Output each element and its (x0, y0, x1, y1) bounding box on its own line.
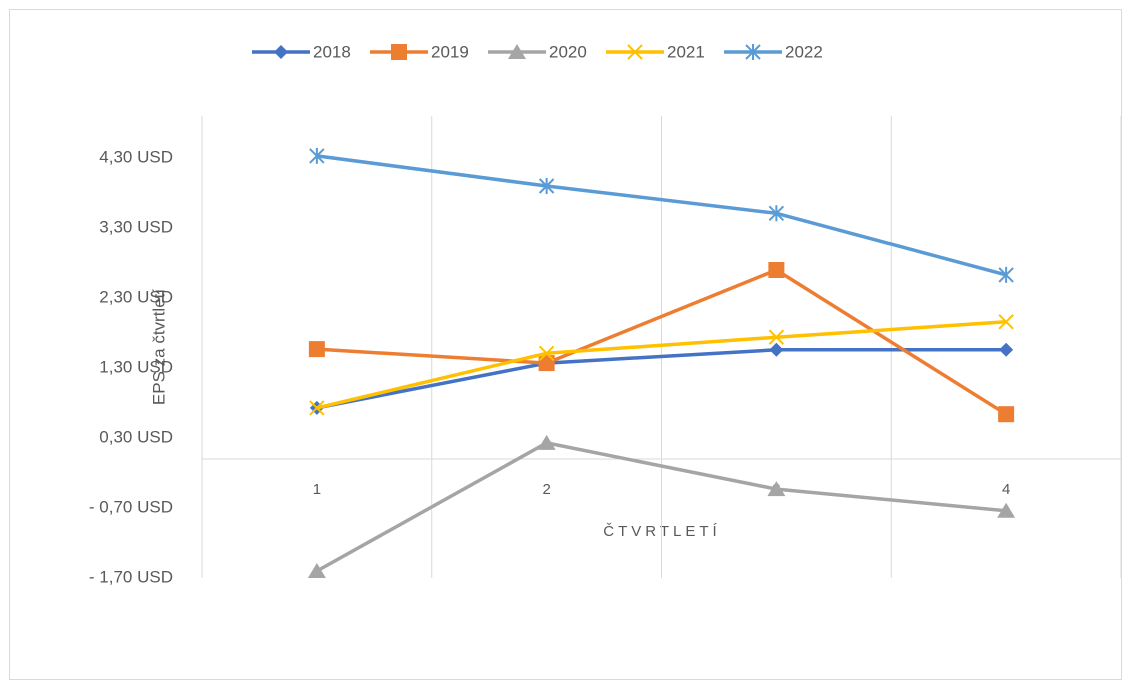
series-line (316, 441, 1007, 573)
legend-label: 2021 (667, 42, 705, 61)
marker (998, 406, 1015, 423)
x-tick-label: 2 (542, 481, 550, 498)
y-axis-title: EPS za čtvrtletí (149, 289, 168, 405)
marker (307, 563, 326, 578)
legend-label: 2019 (431, 42, 469, 61)
legend-item: 2022 (724, 42, 823, 61)
marker (538, 355, 555, 372)
y-tick-label: 4,30 USD (99, 147, 173, 166)
marker (391, 44, 407, 60)
marker (768, 329, 785, 345)
legend-label: 2022 (785, 42, 823, 61)
marker (538, 178, 555, 194)
legend-item: 2018 (252, 42, 351, 61)
marker (508, 44, 526, 59)
marker (309, 400, 325, 416)
marker (745, 44, 761, 60)
y-tick-label: 3,30 USD (99, 217, 173, 236)
x-axis-title: ČTVRTLETÍ (603, 523, 720, 540)
series-line (316, 348, 1007, 410)
y-tick-label: - 0,70 USD (89, 497, 173, 516)
legend-item: 2021 (606, 42, 705, 61)
y-tick-label: 2,30 USD (99, 287, 173, 306)
marker (999, 342, 1014, 357)
marker (998, 314, 1014, 330)
y-tick-label: 0,30 USD (99, 427, 173, 446)
series-line (316, 154, 1007, 277)
marker (997, 502, 1016, 518)
x-tick-label: 1 (313, 481, 321, 498)
y-tick-label: - 1,70 USD (89, 567, 173, 586)
series-line (316, 320, 1007, 410)
legend-item: 2019 (370, 42, 469, 61)
x-tick-label: 4 (1002, 481, 1010, 498)
marker (769, 342, 784, 357)
marker (537, 434, 556, 450)
legend-label: 2018 (313, 42, 351, 61)
y-tick-label: 1,30 USD (99, 357, 173, 376)
legend-item: 2020 (488, 42, 587, 61)
marker (309, 147, 325, 164)
legend-label: 2020 (549, 42, 587, 61)
marker (538, 345, 555, 362)
marker (274, 45, 288, 59)
marker (308, 341, 325, 358)
marker (768, 262, 785, 278)
series-line (316, 268, 1008, 416)
marker (768, 205, 785, 222)
marker (627, 44, 643, 60)
chart-frame (9, 9, 1122, 680)
marker (998, 266, 1014, 283)
marker (767, 481, 786, 497)
